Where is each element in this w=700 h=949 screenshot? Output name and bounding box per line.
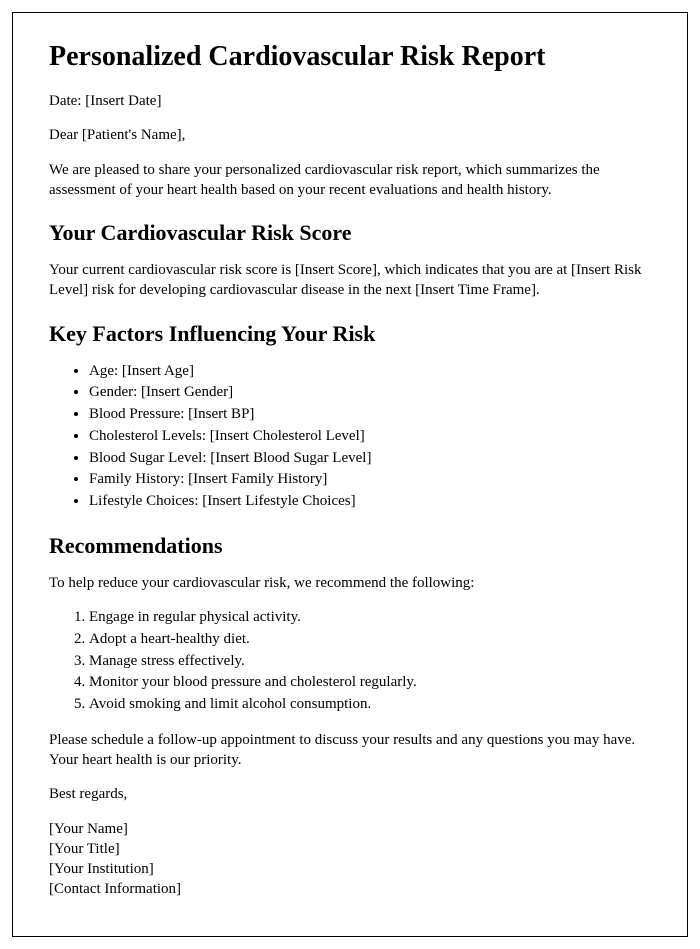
signature-contact: [Contact Information]	[49, 879, 651, 899]
signature-title: [Your Title]	[49, 839, 651, 859]
date-line: Date: [Insert Date]	[49, 91, 651, 111]
key-factors-heading: Key Factors Influencing Your Risk	[49, 321, 651, 347]
recommendations-list: Engage in regular physical activity. Ado…	[49, 607, 651, 716]
risk-score-paragraph: Your current cardiovascular risk score i…	[49, 260, 651, 301]
list-item: Age: [Insert Age]	[89, 361, 651, 383]
intro-paragraph: We are pleased to share your personalize…	[49, 160, 651, 201]
salutation: Dear [Patient's Name],	[49, 125, 651, 145]
risk-score-heading: Your Cardiovascular Risk Score	[49, 220, 651, 246]
signature-name: [Your Name]	[49, 819, 651, 839]
recommendations-intro: To help reduce your cardiovascular risk,…	[49, 573, 651, 593]
list-item: Adopt a heart-healthy diet.	[89, 629, 651, 651]
list-item: Engage in regular physical activity.	[89, 607, 651, 629]
list-item: Monitor your blood pressure and choleste…	[89, 672, 651, 694]
list-item: Blood Sugar Level: [Insert Blood Sugar L…	[89, 448, 651, 470]
key-factors-list: Age: [Insert Age] Gender: [Insert Gender…	[49, 361, 651, 513]
list-item: Avoid smoking and limit alcohol consumpt…	[89, 694, 651, 716]
list-item: Gender: [Insert Gender]	[89, 382, 651, 404]
followup-paragraph: Please schedule a follow-up appointment …	[49, 730, 651, 771]
recommendations-heading: Recommendations	[49, 533, 651, 559]
page-title: Personalized Cardiovascular Risk Report	[49, 41, 651, 73]
list-item: Cholesterol Levels: [Insert Cholesterol …	[89, 426, 651, 448]
list-item: Lifestyle Choices: [Insert Lifestyle Cho…	[89, 491, 651, 513]
document-page: Personalized Cardiovascular Risk Report …	[12, 12, 688, 937]
list-item: Blood Pressure: [Insert BP]	[89, 404, 651, 426]
closing: Best regards,	[49, 784, 651, 804]
list-item: Manage stress effectively.	[89, 651, 651, 673]
list-item: Family History: [Insert Family History]	[89, 469, 651, 491]
signature-institution: [Your Institution]	[49, 859, 651, 879]
signature-block: [Your Name] [Your Title] [Your Instituti…	[49, 819, 651, 900]
